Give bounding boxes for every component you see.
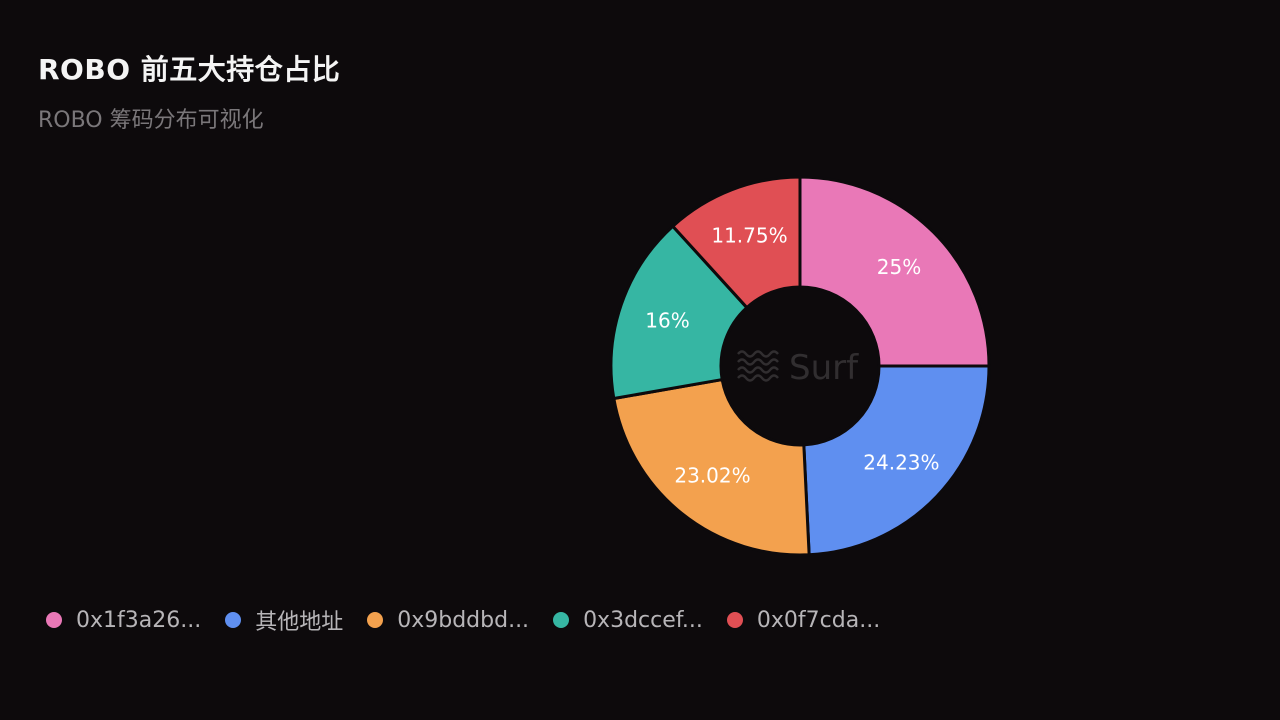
legend-dot-icon [726,612,743,628]
slice-label-2: 24.23% [863,451,939,475]
legend-label: 0x0f7cda... [756,607,881,633]
legend-label: 其他地址 [255,610,344,635]
chart-title: ROBO 前五大持仓占比 [38,53,341,86]
legend-item-4[interactable]: 0x3dccef... [553,608,703,633]
donut-slice-2[interactable] [802,364,991,557]
legend-item-1[interactable]: 0x1f3a26... [46,608,201,633]
donut-slices [609,175,991,557]
surf-logo-icon [737,350,779,382]
slice-label-4: 16% [645,309,689,333]
legend-item-5[interactable]: 0x0f7cda... [726,607,881,633]
legend-item-2[interactable]: 其他地址 [225,604,343,636]
donut-slice-3[interactable] [612,378,811,557]
donut-slice-4[interactable] [609,224,749,400]
legend-label: 0x3dccef... [583,607,703,633]
donut-slice-1[interactable] [798,175,991,368]
legend-dot-icon [367,612,384,628]
donut-slice-5[interactable] [671,175,802,310]
legend-label: 0x9bddbd... [397,607,530,633]
slice-label-5: 11.75% [711,223,787,247]
legend-label: 0x1f3a26... [76,607,202,633]
legend-item-3[interactable]: 0x9bddbd... [367,608,529,633]
donut-labels: 25% 24.23% 23.02% 16% 11.75% [645,223,939,487]
slice-label-3: 23.02% [674,463,750,487]
legend-dot-icon [553,612,570,628]
chart-subtitle: ROBO 筹码分布可视化 [38,108,264,133]
surf-watermark-text: Surf [789,348,859,388]
slice-label-1: 25% [877,255,921,279]
legend-dot-icon [225,612,242,628]
surf-watermark: Surf [737,348,859,388]
chart-legend: 0x1f3a26... 其他地址 0x9bddbd... 0x3dccef... 0x0… [46,604,904,636]
legend-dot-icon [46,612,62,628]
